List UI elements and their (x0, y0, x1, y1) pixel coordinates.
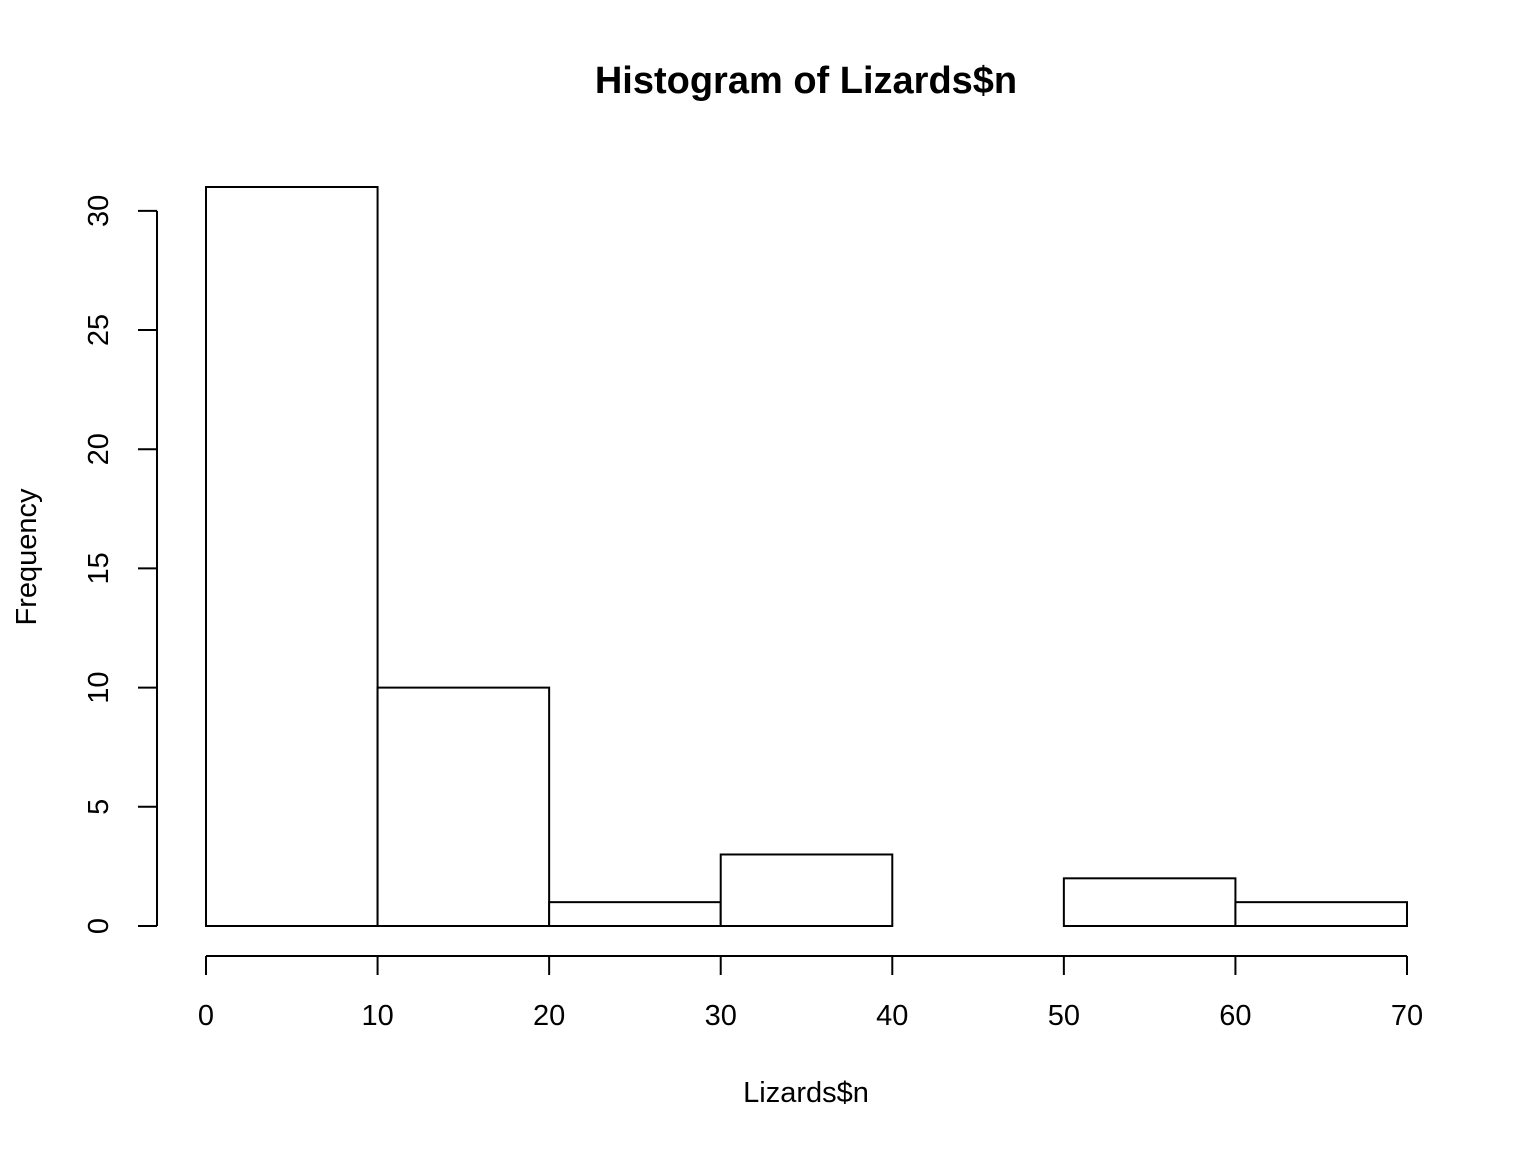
histogram-bar (205, 186, 379, 927)
x-tick-label: 0 (198, 1000, 214, 1032)
y-tick-label: 10 (83, 671, 115, 703)
y-axis: 0 5 10 15 20 25 30 (83, 195, 158, 934)
x-tick-label: 30 (705, 1000, 737, 1032)
bars-group (205, 186, 1409, 928)
y-tick-label: 30 (83, 195, 115, 227)
histogram-bar (1062, 877, 1237, 927)
y-axis-label: Frequency (11, 488, 43, 626)
x-tick-label: 50 (1048, 1000, 1080, 1032)
histogram-bar (719, 853, 894, 928)
x-tick-label: 40 (876, 1000, 908, 1032)
histogram-bar (376, 686, 551, 928)
x-tick-label: 60 (1219, 1000, 1251, 1032)
x-tick-label: 10 (361, 1000, 393, 1032)
y-tick-label: 0 (83, 918, 115, 934)
x-axis: 0 10 20 30 40 50 60 70 (198, 955, 1423, 1032)
histogram-bar (1234, 901, 1409, 928)
y-tick-label: 5 (83, 799, 115, 815)
y-tick-label: 25 (83, 314, 115, 346)
y-tick-label: 15 (83, 552, 115, 584)
histogram-bar (548, 901, 722, 928)
x-tick-label: 70 (1391, 1000, 1423, 1032)
chart-title: Histogram of Lizards$n (595, 60, 1017, 102)
y-tick-label: 20 (83, 433, 115, 465)
x-tick-label: 20 (533, 1000, 565, 1032)
x-axis-label: Lizards$n (743, 1077, 869, 1109)
